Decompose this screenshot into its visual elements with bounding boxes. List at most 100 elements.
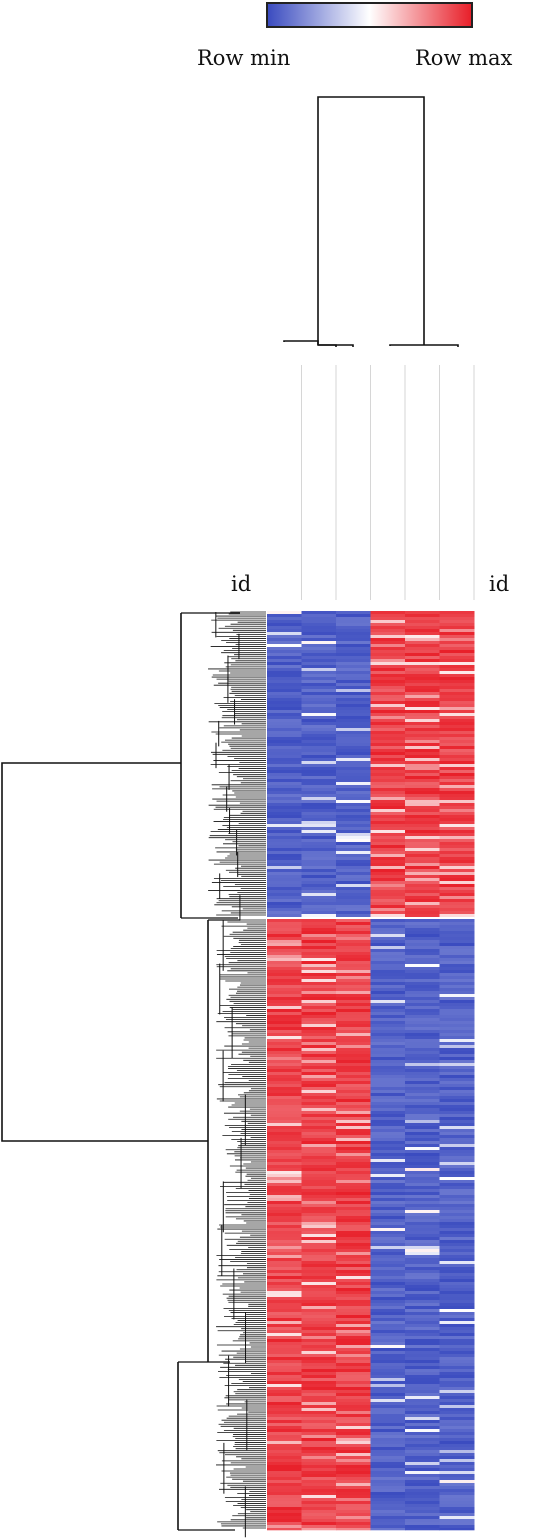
heatmap-cell	[301, 1096, 337, 1100]
heatmap-cell	[405, 617, 440, 621]
heatmap-cell	[267, 650, 302, 654]
heatmap-cell	[439, 1231, 475, 1235]
heatmap-cell	[267, 1210, 302, 1214]
heatmap-cell	[405, 1420, 440, 1424]
heatmap-cell	[267, 827, 302, 831]
heatmap-cell	[405, 1096, 440, 1100]
heatmap-cell	[405, 1501, 440, 1505]
heatmap-cell	[405, 946, 440, 950]
heatmap-cell	[405, 680, 440, 684]
heatmap-cell	[405, 1105, 440, 1109]
heatmap-cell	[370, 704, 406, 708]
heatmap-cell	[405, 943, 440, 947]
heatmap-cell	[370, 1045, 406, 1049]
heatmap-cell	[405, 1162, 440, 1166]
heatmap-cell	[405, 797, 440, 801]
heatmap-cell	[301, 854, 337, 858]
heatmap-cell	[301, 1045, 337, 1049]
heatmap-cell	[405, 1405, 440, 1409]
heatmap-cell	[267, 1381, 302, 1385]
heatmap-cell	[439, 629, 475, 633]
heatmap-cell	[336, 1096, 371, 1100]
heatmap-cell	[405, 1306, 440, 1310]
heatmap-cell	[336, 1036, 371, 1040]
heatmap-cell	[370, 722, 406, 726]
heatmap-cell	[301, 1333, 337, 1337]
heatmap-cell	[405, 1093, 440, 1097]
heatmap-cell	[267, 1045, 302, 1049]
heatmap-cell	[336, 704, 371, 708]
heatmap-cell	[370, 1375, 406, 1379]
heatmap-cell	[267, 1162, 302, 1166]
heatmap-cell	[370, 1012, 406, 1016]
heatmap-cell	[301, 1147, 337, 1151]
heatmap-cell	[336, 1060, 371, 1064]
heatmap-cell	[405, 1087, 440, 1091]
heatmap-cell	[336, 1159, 371, 1163]
heatmap-cell	[336, 620, 371, 624]
heatmap-cell	[301, 734, 337, 738]
heatmap-cell	[267, 940, 302, 944]
heatmap-cell	[405, 1036, 440, 1040]
heatmap-cell	[336, 785, 371, 789]
heatmap-cell	[405, 922, 440, 926]
heatmap-cell	[301, 1357, 337, 1361]
heatmap-cell	[439, 1150, 475, 1154]
heatmap-cell	[301, 779, 337, 783]
heatmap-cell	[439, 1405, 475, 1409]
heatmap-cell	[267, 946, 302, 950]
heatmap-cell	[370, 836, 406, 840]
heatmap-cell	[301, 1120, 337, 1124]
heatmap-cell	[405, 662, 440, 666]
heatmap-cell	[439, 955, 475, 959]
heatmap-cell	[336, 1270, 371, 1274]
heatmap-cell	[370, 1291, 406, 1295]
heatmap-cell	[336, 878, 371, 882]
heatmap-cell	[336, 1030, 371, 1034]
heatmap-cell	[370, 1447, 406, 1451]
heatmap-cell	[336, 1177, 371, 1181]
heatmap-cell	[267, 1495, 302, 1499]
heatmap-cell	[370, 1189, 406, 1193]
heatmap-cell	[336, 665, 371, 669]
heatmap-cell	[405, 1267, 440, 1271]
heatmap-cell	[370, 1156, 406, 1160]
heatmap-cell	[301, 1339, 337, 1343]
heatmap-cell	[405, 689, 440, 693]
heatmap-cell	[336, 1123, 371, 1127]
heatmap-cell	[336, 794, 371, 798]
heatmap-cell	[267, 677, 302, 681]
heatmap-cell	[405, 1024, 440, 1028]
heatmap-cell	[439, 1222, 475, 1226]
heatmap-cell	[267, 1069, 302, 1073]
heatmap-cell	[370, 1105, 406, 1109]
heatmap-cell	[405, 1525, 440, 1529]
heatmap-cell	[336, 746, 371, 750]
heatmap-cell	[267, 1216, 302, 1220]
heatmap-cell	[439, 1171, 475, 1175]
heatmap-cell	[405, 952, 440, 956]
heatmap-cell	[301, 1138, 337, 1142]
heatmap-cell	[267, 1114, 302, 1118]
heatmap-cell	[405, 842, 440, 846]
heatmap-cell	[370, 890, 406, 894]
heatmap-cell	[405, 1198, 440, 1202]
heatmap-cell	[405, 1228, 440, 1232]
heatmap-cell	[370, 1066, 406, 1070]
heatmap-cell	[439, 839, 475, 843]
heatmap-cell	[405, 1456, 440, 1460]
heatmap-cell	[439, 1186, 475, 1190]
heatmap-cell	[336, 1363, 371, 1367]
heatmap-cell	[336, 875, 371, 879]
heatmap-cell	[301, 1105, 337, 1109]
heatmap-cell	[336, 1063, 371, 1067]
heatmap-cell	[301, 1510, 337, 1514]
heatmap-cell	[301, 1396, 337, 1400]
heatmap-cell	[301, 1087, 337, 1091]
heatmap-cell	[267, 1015, 302, 1019]
heatmap-cell	[267, 614, 302, 618]
heatmap-cell	[370, 1333, 406, 1337]
heatmap-cell	[267, 1288, 302, 1292]
heatmap-cell	[301, 1279, 337, 1283]
heatmap-cell	[267, 1171, 302, 1175]
